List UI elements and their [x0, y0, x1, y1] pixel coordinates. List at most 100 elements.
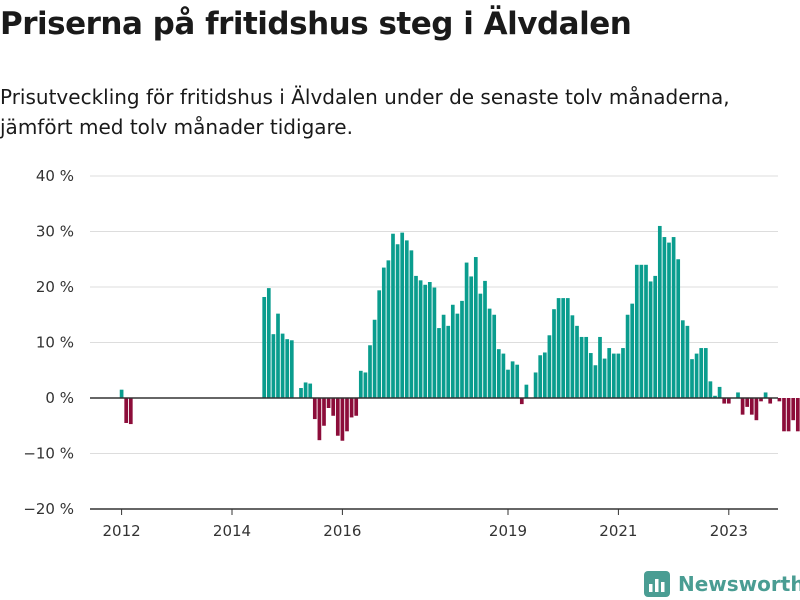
bar — [768, 398, 773, 404]
bar — [377, 290, 382, 398]
x-tick-label: 2014 — [213, 522, 251, 540]
y-tick-label: 20 % — [36, 278, 74, 296]
x-tick-label: 2019 — [489, 522, 527, 540]
x-tick-label: 2023 — [710, 522, 748, 540]
bar — [317, 398, 322, 441]
y-tick-label: 40 % — [36, 167, 74, 185]
bar — [575, 325, 579, 398]
bar — [331, 398, 336, 416]
y-tick-label: 0 % — [45, 389, 74, 407]
bar — [409, 250, 414, 398]
bar — [667, 242, 671, 398]
bar — [400, 232, 405, 398]
bar — [299, 388, 303, 398]
bar — [703, 348, 708, 398]
bar — [639, 264, 644, 398]
bar — [616, 353, 621, 398]
bar — [423, 284, 428, 398]
bar — [308, 383, 313, 398]
bar — [487, 308, 492, 398]
bar — [312, 398, 317, 420]
bar — [455, 313, 460, 398]
bar — [584, 336, 589, 398]
bar — [722, 398, 727, 404]
bar — [128, 398, 133, 425]
bar — [736, 392, 740, 398]
bar — [524, 384, 529, 398]
bar — [533, 372, 538, 398]
bar — [473, 257, 478, 398]
bar — [607, 348, 612, 398]
bar — [266, 288, 271, 398]
bar — [786, 398, 791, 432]
bar — [552, 309, 556, 398]
brand-name: Newsworthy — [678, 572, 800, 596]
bar — [262, 296, 267, 398]
bar — [381, 267, 386, 398]
bar — [469, 276, 474, 398]
bar — [515, 364, 520, 398]
bar — [662, 237, 667, 398]
x-tick-label: 2012 — [103, 522, 141, 540]
bar — [782, 398, 786, 432]
bar — [749, 398, 754, 415]
bar — [717, 386, 722, 398]
bar — [598, 336, 602, 398]
bar — [759, 398, 763, 402]
bar — [708, 381, 713, 398]
bar — [519, 398, 524, 405]
bar — [441, 314, 446, 398]
bar — [653, 275, 658, 398]
bar-chart-logo-icon — [644, 571, 670, 597]
bar — [119, 389, 124, 398]
bar — [685, 325, 690, 398]
tick-labels: −20 % −10 % 0 % 10 % 20 % 30 % 40 % 2012 2014 201… — [23, 167, 748, 540]
bar — [437, 328, 441, 398]
bar — [326, 398, 331, 408]
bar — [611, 353, 616, 398]
y-tick-label: 10 % — [36, 334, 74, 352]
bar — [340, 398, 345, 441]
y-tick-label: −20 % — [23, 500, 74, 518]
bar — [464, 262, 469, 398]
bar — [630, 303, 635, 398]
y-tick-label: 30 % — [36, 223, 74, 241]
bar — [460, 300, 464, 399]
bar — [349, 398, 354, 418]
bar — [404, 240, 409, 398]
bar — [432, 287, 437, 398]
bar — [303, 382, 308, 398]
bar — [634, 264, 639, 398]
bar — [726, 398, 731, 404]
bar — [363, 372, 368, 398]
chart-axes — [90, 397, 778, 515]
bar — [354, 398, 359, 416]
bar — [699, 348, 704, 398]
y-tick-label: −10 % — [23, 445, 74, 463]
bar — [345, 398, 349, 432]
bar — [506, 369, 510, 398]
bar — [763, 392, 768, 398]
bar — [496, 349, 501, 398]
x-tick-label: 2021 — [599, 522, 637, 540]
bar — [593, 365, 598, 398]
bar — [280, 333, 285, 398]
bar — [289, 340, 294, 398]
bar — [538, 355, 543, 398]
bar — [542, 352, 547, 398]
bar — [565, 298, 570, 398]
bar — [648, 281, 653, 398]
bar — [276, 313, 280, 398]
bar — [740, 398, 745, 415]
bar-series — [119, 225, 800, 441]
bar — [621, 348, 625, 398]
bar — [625, 314, 630, 398]
bar — [795, 398, 800, 432]
bar — [271, 334, 276, 398]
bar — [676, 259, 681, 398]
bar — [680, 320, 685, 398]
bar — [602, 358, 607, 398]
bar — [492, 314, 497, 398]
bar — [510, 361, 515, 398]
bar — [657, 225, 662, 398]
